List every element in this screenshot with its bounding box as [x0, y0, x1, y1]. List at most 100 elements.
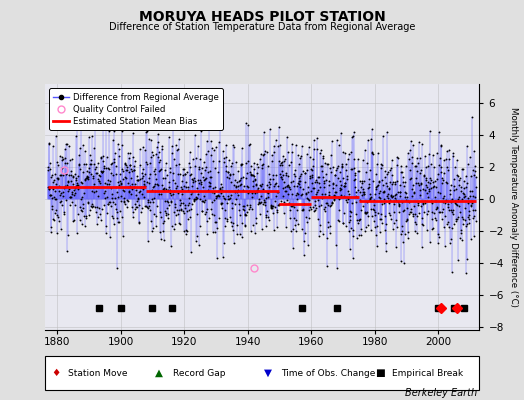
Point — [452, 201, 460, 207]
Point — [199, 177, 208, 184]
Point — [456, 175, 464, 181]
Point — [361, 228, 369, 234]
Point — [59, 193, 68, 199]
Point — [211, 184, 219, 191]
Point — [435, 208, 443, 215]
Point — [460, 191, 468, 197]
Point — [266, 125, 275, 132]
Point — [359, 202, 367, 209]
Point — [275, 202, 283, 208]
Point — [259, 201, 267, 208]
Point — [348, 200, 356, 206]
Point — [435, 129, 444, 136]
Point — [45, 186, 53, 192]
Point — [171, 221, 179, 227]
Point — [366, 191, 374, 197]
Point — [258, 226, 266, 232]
Point — [467, 198, 476, 204]
Point — [468, 114, 476, 120]
Point — [95, 180, 104, 187]
Point — [120, 195, 128, 202]
Point — [163, 204, 171, 211]
Point — [202, 138, 211, 144]
Point — [319, 152, 328, 159]
Point — [274, 183, 282, 189]
Point — [360, 191, 368, 197]
Point — [401, 190, 410, 196]
Point — [50, 210, 59, 216]
Point — [132, 191, 140, 198]
Point — [210, 212, 219, 218]
Point — [403, 217, 411, 224]
Point — [390, 191, 399, 198]
Point — [126, 162, 134, 168]
Point — [332, 182, 341, 188]
Point — [465, 192, 474, 199]
Point — [467, 173, 475, 180]
Point — [277, 168, 286, 174]
Point — [441, 200, 449, 206]
Point — [90, 188, 99, 195]
Point — [438, 209, 446, 215]
Point — [286, 186, 294, 192]
Point — [56, 192, 64, 198]
Point — [231, 201, 239, 207]
Point — [408, 154, 417, 160]
Point — [149, 184, 158, 190]
Point — [369, 197, 378, 204]
Point — [97, 169, 106, 175]
Point — [81, 222, 89, 229]
Point — [139, 186, 147, 192]
Point — [411, 163, 419, 169]
Point — [184, 202, 192, 208]
Point — [315, 202, 324, 209]
Point — [276, 141, 285, 148]
Point — [85, 212, 93, 218]
Point — [418, 220, 426, 227]
Point — [242, 120, 250, 126]
Point — [472, 184, 480, 190]
Point — [408, 193, 417, 199]
Point — [297, 206, 305, 213]
Point — [318, 162, 326, 169]
Point — [336, 178, 344, 184]
Point — [148, 152, 157, 158]
Point — [179, 210, 188, 216]
Point — [453, 196, 462, 202]
Point — [386, 197, 394, 204]
Point — [406, 167, 414, 173]
Point — [231, 189, 239, 196]
Point — [221, 196, 229, 202]
Point — [107, 160, 116, 166]
Point — [89, 174, 97, 181]
Point — [425, 188, 433, 194]
Point — [73, 118, 82, 124]
Point — [347, 209, 356, 215]
Point — [136, 161, 145, 168]
Point — [367, 126, 376, 132]
Point — [259, 152, 268, 158]
Point — [155, 159, 163, 166]
Point — [173, 183, 181, 189]
Point — [172, 142, 180, 148]
Point — [310, 137, 318, 143]
Point — [407, 206, 415, 212]
Point — [116, 178, 124, 184]
Point — [159, 228, 167, 234]
Point — [294, 180, 303, 187]
Point — [464, 160, 473, 167]
Point — [350, 129, 358, 135]
Point — [331, 172, 339, 178]
Point — [144, 197, 152, 204]
Point — [269, 172, 278, 178]
Point — [184, 184, 192, 190]
Point — [436, 155, 444, 162]
Point — [196, 196, 204, 202]
Point — [104, 201, 112, 207]
Point — [119, 188, 128, 194]
Point — [344, 195, 352, 201]
Point — [267, 204, 276, 211]
Point — [131, 200, 139, 207]
Point — [444, 147, 453, 153]
Point — [376, 228, 384, 235]
